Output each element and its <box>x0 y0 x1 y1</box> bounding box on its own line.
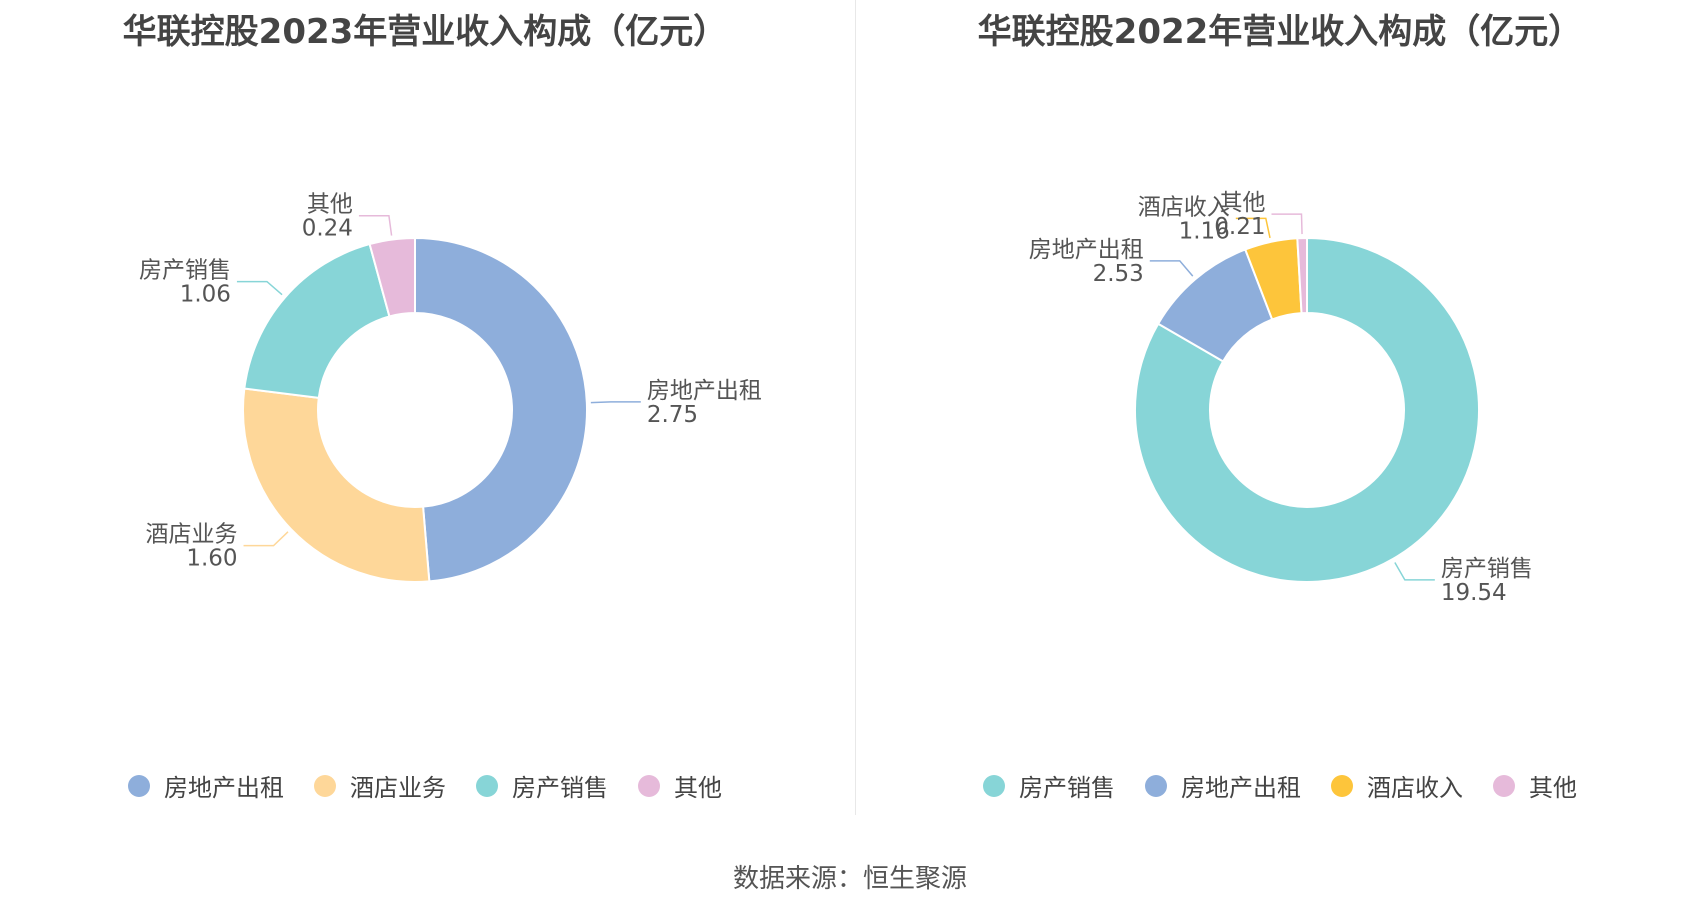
legend-marker-icon <box>1493 774 1515 797</box>
slice-label: 其他 <box>1219 190 1265 216</box>
slice-label: 酒店收入 <box>1138 194 1230 220</box>
slice-value-label: 1.60 <box>186 546 237 572</box>
legend-marker-icon <box>1331 774 1353 797</box>
donut-slice <box>1296 236 1308 315</box>
chart-title: 华联控股2023年营业收入构成（亿元） <box>122 12 728 52</box>
legend-label: 房地产出租 <box>164 774 284 802</box>
legend-marker-icon <box>476 774 498 797</box>
slice-value-label: 19.54 <box>1441 580 1507 606</box>
donut-slice <box>414 236 588 583</box>
donut-slice <box>242 387 431 583</box>
donut-slice <box>243 242 391 400</box>
legend-marker-icon <box>128 774 150 797</box>
legend-item[interactable]: 房地产出租 <box>1145 768 1301 803</box>
slice-label: 其他 <box>307 192 353 218</box>
legend-item[interactable]: 其他 <box>1493 768 1577 803</box>
slice-value-label: 0.21 <box>1214 214 1265 240</box>
slice-label: 房地产出租 <box>647 378 762 404</box>
label-leader-line <box>590 401 641 404</box>
legend-item[interactable]: 房地产出租 <box>128 768 284 803</box>
label-leader-line <box>243 531 289 547</box>
chart-panel-2023: 华联控股2023年营业收入构成（亿元） 房地产出租 2.75 酒店业务 1.60 房产销… <box>0 0 850 820</box>
slice-value-label: 0.24 <box>302 216 353 242</box>
legend-item[interactable]: 酒店业务 <box>314 768 446 803</box>
legend-item[interactable]: 其他 <box>638 768 722 803</box>
slice-value-label: 2.75 <box>647 402 698 428</box>
legend-item[interactable]: 房产销售 <box>983 768 1115 803</box>
chart-title: 华联控股2022年营业收入构成（亿元） <box>977 12 1583 52</box>
legend-item[interactable]: 房产销售 <box>476 768 608 803</box>
legend-label: 房产销售 <box>512 774 608 802</box>
legend-label: 房产销售 <box>1019 774 1115 802</box>
slice-value-label: 2.53 <box>1093 261 1144 287</box>
legend-marker-icon <box>314 774 336 797</box>
label-leader-line <box>1271 213 1303 235</box>
donut-slice <box>1134 236 1480 583</box>
label-leader-line <box>1235 217 1271 239</box>
slice-label: 酒店业务 <box>146 522 238 548</box>
legend-label: 酒店业务 <box>350 774 446 802</box>
slice-value-label: 1.16 <box>1179 218 1230 244</box>
label-leader-line <box>358 214 393 236</box>
data-source: 数据来源：恒生聚源 <box>732 864 967 894</box>
slice-label: 房产销售 <box>1441 556 1533 582</box>
legend-label: 其他 <box>1529 774 1577 802</box>
slice-label: 房地产出租 <box>1029 237 1144 263</box>
legend-label: 酒店收入 <box>1367 774 1463 802</box>
legend-marker-icon <box>983 774 1005 797</box>
legend-label: 其他 <box>674 774 722 802</box>
legend-item[interactable]: 酒店收入 <box>1331 768 1463 803</box>
slice-value-label: 1.06 <box>180 282 231 308</box>
legend: 房地产出租 酒店业务 房产销售 其他 <box>0 768 850 803</box>
label-leader-line <box>1394 562 1435 581</box>
label-leader-line <box>1149 260 1194 277</box>
donut-slice <box>368 236 416 318</box>
legend-marker-icon <box>638 774 660 797</box>
slice-label: 房产销售 <box>139 258 231 284</box>
label-leader-line <box>236 280 283 296</box>
legend-marker-icon <box>1145 774 1167 797</box>
panel-divider <box>855 0 856 815</box>
chart-panel-2022: 华联控股2022年营业收入构成（亿元） 房产销售 19.54 房地产出租 2.53 酒店… <box>855 0 1700 820</box>
legend: 房产销售 房地产出租 酒店收入 其他 <box>855 768 1700 803</box>
legend-label: 房地产出租 <box>1181 774 1301 802</box>
